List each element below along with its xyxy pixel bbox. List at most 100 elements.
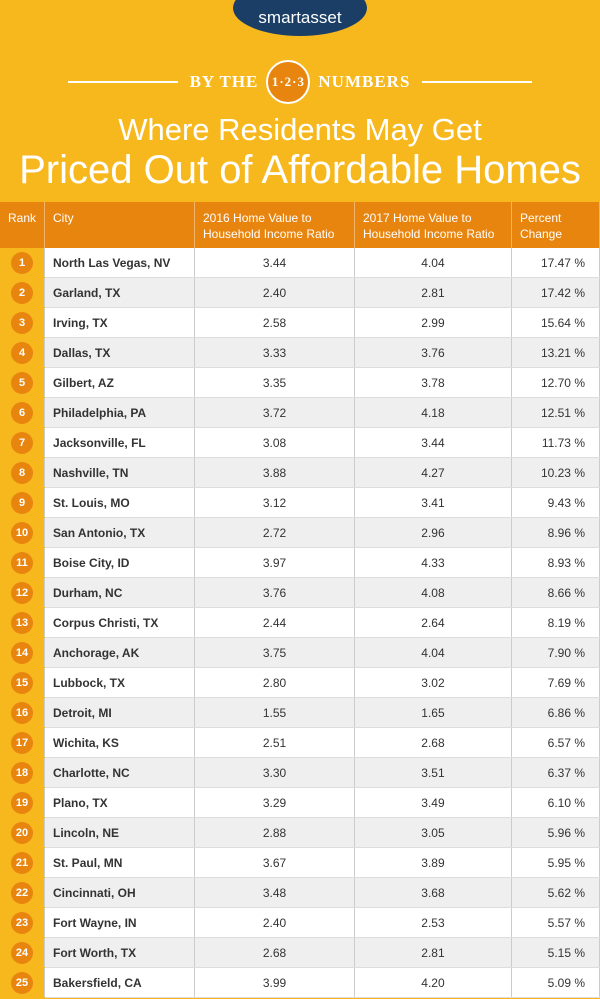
cell: Nashville, TN <box>44 457 195 488</box>
badge: 1·2·3 <box>266 60 311 104</box>
cell: Fort Wayne, IN <box>44 907 195 938</box>
cell: North Las Vegas, NV <box>44 248 195 278</box>
cell: 2.68 <box>194 937 355 968</box>
cell: 2.40 <box>194 277 355 308</box>
cell: 2.88 <box>194 817 355 848</box>
cell: 3.12 <box>194 487 355 518</box>
row: 12 Durham, NC 3.76 4.08 8.66 % <box>0 577 600 608</box>
cell: 2.96 <box>354 517 512 548</box>
logo: smartasset <box>233 0 367 36</box>
row: 6 Philadelphia, PA 3.72 4.18 12.51 % <box>0 397 600 428</box>
cell: 4.33 <box>354 547 512 578</box>
cell: 3.76 <box>354 337 512 368</box>
rank-cell: 16 <box>0 697 46 728</box>
cell: 12.70 % <box>511 367 600 398</box>
rule <box>422 81 533 83</box>
cell: 6.10 % <box>511 787 600 818</box>
row: 15 Lubbock, TX 2.80 3.02 7.69 % <box>0 667 600 698</box>
cell: 2.53 <box>354 907 512 938</box>
rank-badge: 19 <box>11 791 33 814</box>
cell: St. Paul, MN <box>44 847 195 878</box>
cell: 17.42 % <box>511 277 600 308</box>
rank-badge: 25 <box>11 971 33 994</box>
row: 22 Cincinnati, OH 3.48 3.68 5.62 % <box>0 877 600 908</box>
rank-badge: 23 <box>11 911 33 934</box>
rank-badge: 3 <box>11 311 33 334</box>
cell: Wichita, KS <box>44 727 195 758</box>
rank-cell: 19 <box>0 787 46 818</box>
cell: 9.43 % <box>511 487 600 518</box>
row: 13 Corpus Christi, TX 2.44 2.64 8.19 % <box>0 607 600 638</box>
title: Priced Out of Affordable Homes <box>19 148 581 192</box>
rank-badge: 18 <box>11 761 33 784</box>
rank-badge: 7 <box>11 431 33 454</box>
row: 16 Detroit, MI 1.55 1.65 6.86 % <box>0 697 600 728</box>
cell: 3.29 <box>194 787 355 818</box>
rank-cell: 21 <box>0 847 46 878</box>
cell: Durham, NC <box>44 577 195 608</box>
cell: 1.65 <box>354 697 512 728</box>
cell: 3.41 <box>354 487 512 518</box>
cell: 2.99 <box>354 307 512 338</box>
cell: 3.78 <box>354 367 512 398</box>
rank-badge: 4 <box>11 341 33 364</box>
cell: Plano, TX <box>44 787 195 818</box>
cell: 3.75 <box>194 637 355 668</box>
cell: Dallas, TX <box>44 337 195 368</box>
row: 21 St. Paul, MN 3.67 3.89 5.95 % <box>0 847 600 878</box>
rank-cell: 3 <box>0 307 46 338</box>
row: 14 Anchorage, AK 3.75 4.04 7.90 % <box>0 637 600 668</box>
cell: 10.23 % <box>511 457 600 488</box>
cell: 2.81 <box>354 277 512 308</box>
cell: 2.72 <box>194 517 355 548</box>
rank-cell: 15 <box>0 667 46 698</box>
rank-cell: 1 <box>0 248 46 278</box>
cell: Bakersfield, CA <box>44 967 195 998</box>
banner-text: BY THE <box>189 72 259 91</box>
rank-badge: 5 <box>11 371 33 394</box>
rank-badge: 2 <box>11 281 33 304</box>
rank-cell: 11 <box>0 547 46 578</box>
rank-cell: 18 <box>0 757 46 788</box>
row: 24 Fort Worth, TX 2.68 2.81 5.15 % <box>0 937 600 968</box>
row: 5 Gilbert, AZ 3.35 3.78 12.70 % <box>0 367 600 398</box>
cell: 3.49 <box>354 787 512 818</box>
table: Rank City 2016 Home Value to Household Inc… <box>0 202 600 998</box>
cell: 3.05 <box>354 817 512 848</box>
cell: 3.89 <box>354 847 512 878</box>
cell: St. Louis, MO <box>44 487 195 518</box>
row: 20 Lincoln, NE 2.88 3.05 5.96 % <box>0 817 600 848</box>
header-cell: Rank <box>0 202 46 248</box>
rank-cell: 10 <box>0 517 46 548</box>
rank-badge: 21 <box>11 851 33 874</box>
cell: Lincoln, NE <box>44 817 195 848</box>
rank-cell: 22 <box>0 877 46 908</box>
cell: 5.09 % <box>511 967 600 998</box>
cell: Boise City, ID <box>44 547 195 578</box>
header-cell: 2016 Home Value to Household Income Rati… <box>194 202 355 248</box>
cell: Charlotte, NC <box>44 757 195 788</box>
cell: 3.08 <box>194 427 355 458</box>
banner-text: NUMBERS <box>318 72 411 91</box>
rank-cell: 9 <box>0 487 46 518</box>
row: 23 Fort Wayne, IN 2.40 2.53 5.57 % <box>0 907 600 938</box>
rank-cell: 24 <box>0 937 46 968</box>
cell: 15.64 % <box>511 307 600 338</box>
cell: 2.51 <box>194 727 355 758</box>
cell: 7.90 % <box>511 637 600 668</box>
rank-badge: 9 <box>11 491 33 514</box>
rank-badge: 1 <box>11 251 33 274</box>
rank-badge: 6 <box>11 401 33 424</box>
cell: Fort Worth, TX <box>44 937 195 968</box>
cell: 3.97 <box>194 547 355 578</box>
cell: 4.18 <box>354 397 512 428</box>
cell: 8.19 % <box>511 607 600 638</box>
cell: 4.04 <box>354 637 512 668</box>
rank-badge: 24 <box>11 941 33 964</box>
rank-cell: 2 <box>0 277 46 308</box>
cell: 3.76 <box>194 577 355 608</box>
header-cell: 2017 Home Value to Household Income Rati… <box>354 202 512 248</box>
cell: 2.58 <box>194 307 355 338</box>
cell: 3.67 <box>194 847 355 878</box>
